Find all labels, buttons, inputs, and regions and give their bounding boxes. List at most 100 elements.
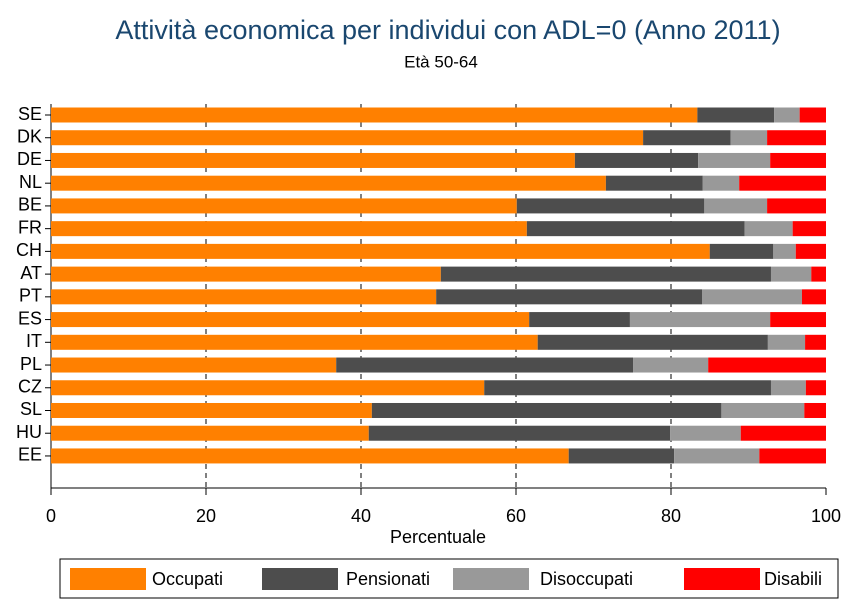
bar-segment <box>759 448 826 464</box>
bar-segment <box>767 130 826 146</box>
legend-label: Occupati <box>152 569 223 589</box>
x-tick-label: 60 <box>506 506 526 526</box>
legend-box <box>59 558 839 599</box>
bar-segment <box>801 289 826 305</box>
bar-segment <box>484 380 771 396</box>
x-tick-label: 80 <box>661 506 681 526</box>
y-tick-label: ES <box>18 308 42 328</box>
bar-segment <box>51 448 569 464</box>
bar-segment <box>770 312 826 328</box>
bar-segment <box>371 402 722 418</box>
y-tick-label: SL <box>20 399 42 419</box>
bar-segment <box>670 425 741 441</box>
y-tick-label: FR <box>18 217 42 237</box>
bar-segment <box>799 107 826 123</box>
bar-segment <box>51 130 644 146</box>
bar-segment <box>773 243 796 259</box>
legend-swatch <box>70 568 146 590</box>
bar-segment <box>805 334 826 350</box>
y-tick-label: NL <box>19 172 42 192</box>
bar-segment <box>51 380 485 396</box>
y-tick-label: PL <box>20 354 42 374</box>
bar-segment <box>702 289 802 305</box>
legend-label: Disoccupati <box>540 569 633 589</box>
bar-segment <box>767 198 826 214</box>
bar-segment <box>805 380 826 396</box>
bar-segment <box>516 198 705 214</box>
y-tick-label: SE <box>18 104 42 124</box>
bar-segment <box>440 266 771 282</box>
bar-segment <box>739 175 826 191</box>
bar-segment <box>526 221 745 237</box>
bar-segment <box>51 221 527 237</box>
bar-segment <box>51 425 369 441</box>
bar-segment <box>529 312 630 328</box>
bar-segment <box>51 152 575 168</box>
bar-segment <box>574 152 699 168</box>
bar-segment <box>368 425 671 441</box>
chart-subtitle: Età 50-64 <box>404 52 478 71</box>
y-tick-label: IT <box>26 331 42 351</box>
bar-segment <box>436 289 702 305</box>
y-tick-label: HU <box>16 422 42 442</box>
bar-segment <box>730 130 768 146</box>
bar-segment <box>774 107 800 123</box>
bar-segment <box>51 198 517 214</box>
bar-segment <box>702 175 740 191</box>
bar-segment <box>51 175 606 191</box>
bar-segment <box>537 334 768 350</box>
legend-swatch <box>262 568 338 590</box>
legend-label: Pensionati <box>346 569 430 589</box>
bar-segment <box>792 221 826 237</box>
y-tick-label: DE <box>17 149 42 169</box>
x-tick-label: 40 <box>351 506 371 526</box>
bar-segment <box>51 312 530 328</box>
bar-segment <box>633 357 709 373</box>
bar-segment <box>605 175 703 191</box>
bar-segment <box>51 289 437 305</box>
bar-segment <box>697 107 775 123</box>
bar-segment <box>51 357 337 373</box>
y-tick-label: PT <box>19 286 42 306</box>
bar-segment <box>767 334 806 350</box>
x-axis-label: Percentuale <box>390 527 486 547</box>
bar-segment <box>740 425 826 441</box>
legend-swatch <box>453 568 529 590</box>
bar-segment <box>804 402 826 418</box>
x-tick-label: 100 <box>811 506 841 526</box>
bar-segment <box>674 448 760 464</box>
bar-segment <box>770 266 812 282</box>
bar-segment <box>643 130 731 146</box>
y-tick-label: BE <box>18 195 42 215</box>
bar-segment <box>795 243 826 259</box>
bar-segment <box>51 402 372 418</box>
bar-segment <box>708 357 826 373</box>
bar-segment <box>568 448 675 464</box>
chart-title: Attività economica per individui con ADL… <box>115 15 780 45</box>
bar-segment <box>770 380 806 396</box>
bar-segment <box>709 243 774 259</box>
y-tick-label: CH <box>16 240 42 260</box>
bar-segment <box>704 198 768 214</box>
bar-segment <box>51 266 441 282</box>
bar-segment <box>51 107 698 123</box>
bar-segment <box>51 334 538 350</box>
x-tick-label: 0 <box>46 506 56 526</box>
bar-segment <box>811 266 826 282</box>
x-tick-label: 20 <box>196 506 216 526</box>
bar-segment <box>51 243 710 259</box>
y-tick-label: AT <box>20 263 42 283</box>
bar-segment <box>629 312 771 328</box>
y-tick-label: EE <box>18 445 42 465</box>
legend-label: Disabili <box>764 569 822 589</box>
y-tick-label: CZ <box>18 377 42 397</box>
y-tick-label: DK <box>17 126 42 146</box>
bar-segment <box>744 221 793 237</box>
bar-segment <box>336 357 634 373</box>
bar-segment <box>770 152 826 168</box>
bar-segment <box>698 152 771 168</box>
bar-segment <box>721 402 805 418</box>
legend-swatch <box>684 568 760 590</box>
